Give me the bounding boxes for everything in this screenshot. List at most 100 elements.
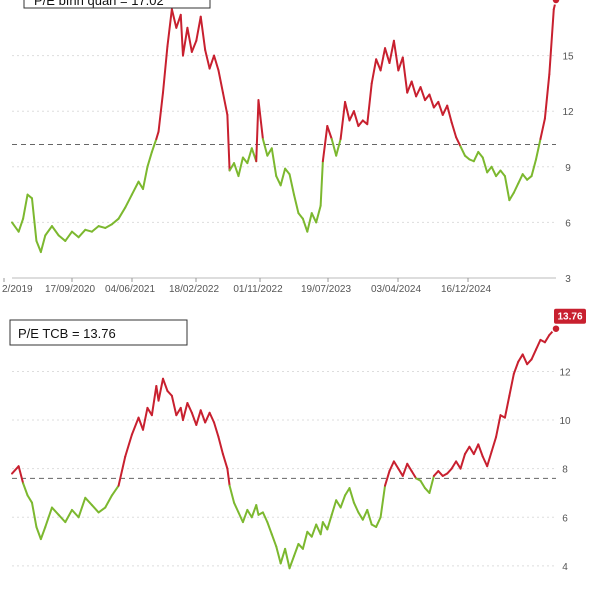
series-segment bbox=[539, 117, 546, 140]
bottom-title-box bbox=[9, 319, 188, 346]
series-segment bbox=[401, 462, 409, 477]
series-segment bbox=[477, 150, 484, 159]
series-segment bbox=[186, 26, 193, 53]
series-segment bbox=[401, 56, 409, 94]
series-segment bbox=[521, 173, 529, 181]
series-segment bbox=[221, 91, 229, 116]
series-segment bbox=[326, 125, 333, 140]
series-segment bbox=[257, 99, 264, 140]
series-segment bbox=[437, 470, 444, 477]
series-segment bbox=[499, 169, 506, 178]
series-segment bbox=[213, 421, 220, 439]
series-segment bbox=[463, 445, 471, 456]
series-segment bbox=[255, 99, 260, 163]
series-segment bbox=[339, 100, 347, 140]
series-segment bbox=[352, 110, 360, 128]
series-segment bbox=[157, 91, 164, 133]
series-segment bbox=[199, 409, 207, 424]
y-tick-label: 9 bbox=[565, 163, 571, 174]
y-tick-label: 12 bbox=[559, 367, 571, 378]
series-segment bbox=[384, 470, 391, 487]
series-segment bbox=[22, 482, 29, 497]
series-segment bbox=[495, 414, 502, 439]
series-segment bbox=[344, 487, 351, 497]
top-grid bbox=[12, 55, 556, 279]
series-segment bbox=[221, 453, 229, 470]
latest-value-label: 13.76 bbox=[557, 312, 582, 323]
x-tick-label: 03/04/2024 bbox=[371, 284, 421, 295]
series-segment bbox=[530, 158, 538, 178]
series-segment bbox=[17, 465, 25, 485]
x-tick-label: 04/06/2021 bbox=[105, 284, 155, 295]
series-segment bbox=[310, 212, 318, 224]
bottom-grid bbox=[12, 370, 556, 567]
series-segment bbox=[217, 436, 224, 456]
series-segment bbox=[77, 228, 87, 239]
series-segment bbox=[535, 338, 542, 351]
top-title-text: P/E bình quân = 17.02 bbox=[34, 0, 164, 8]
series-segment bbox=[270, 533, 278, 548]
bottom-title: P/E TCB = 13.76 bbox=[9, 319, 188, 346]
series-segment bbox=[22, 193, 29, 220]
series-segment bbox=[44, 506, 53, 528]
y-tick-label: 12 bbox=[562, 107, 574, 118]
series-segment bbox=[190, 39, 198, 53]
series-segment bbox=[90, 225, 100, 233]
series-segment bbox=[166, 389, 173, 397]
series-segment bbox=[344, 100, 351, 122]
series-segment bbox=[446, 104, 453, 124]
series-segment bbox=[117, 206, 127, 220]
series-segment bbox=[30, 501, 38, 528]
series-segment bbox=[84, 496, 93, 507]
series-segment bbox=[419, 479, 426, 490]
series-segment bbox=[310, 523, 318, 538]
series-segment bbox=[204, 411, 211, 424]
series-segment bbox=[35, 239, 42, 254]
x-tick-label: 01/11/2022 bbox=[233, 284, 283, 295]
series-segment bbox=[57, 513, 67, 524]
series-segment bbox=[428, 474, 435, 494]
bottom-end-marker: 13.76 bbox=[551, 308, 586, 334]
series-segment bbox=[459, 145, 466, 157]
series-segment bbox=[297, 212, 304, 220]
series-segment bbox=[35, 525, 42, 541]
series-segment bbox=[213, 54, 220, 72]
series-segment bbox=[495, 169, 502, 178]
series-segment bbox=[288, 173, 295, 196]
series-segment bbox=[301, 530, 309, 550]
series-segment bbox=[190, 411, 198, 426]
series-segment bbox=[526, 358, 533, 366]
top-y-ticks: 3 6 9 12 15 bbox=[562, 52, 574, 285]
series-segment bbox=[512, 182, 520, 194]
series-segment bbox=[319, 160, 324, 207]
series-segment bbox=[208, 54, 216, 70]
series-segment bbox=[481, 455, 489, 468]
series-segment bbox=[370, 58, 378, 85]
series-segment bbox=[142, 406, 149, 431]
series-segment bbox=[326, 513, 333, 531]
series-segment bbox=[226, 113, 231, 172]
series-segment bbox=[57, 234, 67, 242]
series-segment bbox=[315, 204, 322, 224]
series-segment bbox=[366, 508, 373, 526]
series-segment bbox=[84, 228, 93, 233]
series-segment bbox=[406, 80, 413, 94]
series-segment bbox=[161, 377, 169, 392]
series-segment bbox=[486, 450, 493, 468]
series-segment bbox=[70, 230, 80, 239]
series-segment bbox=[44, 225, 53, 237]
series-segment bbox=[97, 506, 107, 514]
series-segment bbox=[150, 385, 158, 417]
series-segment bbox=[392, 39, 400, 72]
series-segment bbox=[319, 521, 324, 536]
series-segment bbox=[195, 15, 202, 42]
series-segment bbox=[39, 234, 47, 254]
series-segment bbox=[228, 484, 236, 504]
series-segment bbox=[508, 372, 515, 397]
series-segment bbox=[233, 501, 240, 514]
series-segment bbox=[292, 193, 300, 215]
series-segment bbox=[330, 138, 338, 157]
series-segment bbox=[441, 104, 449, 116]
y-tick-label: 10 bbox=[559, 416, 571, 427]
